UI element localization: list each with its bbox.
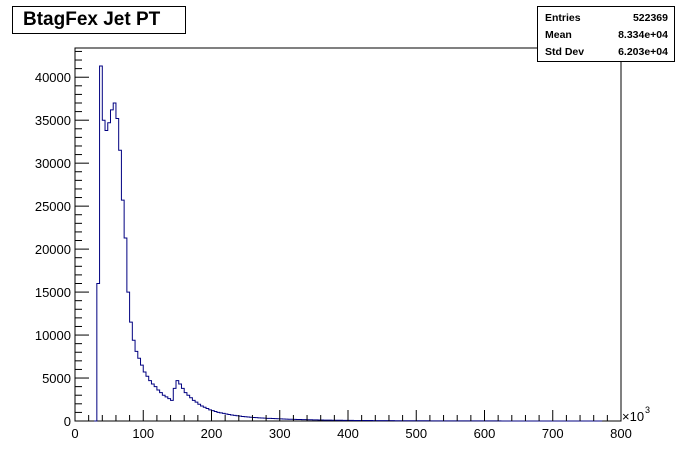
y-tick-label: 10000 [35,328,71,343]
chart-title: BtagFex Jet PT [12,6,186,34]
x-tick-label: 800 [610,426,632,441]
x-tick-label: 700 [542,426,564,441]
y-tick-label: 0 [64,414,71,429]
stats-value: 6.203e+04 [618,46,668,58]
stats-row-mean: Mean 8.334e+04 [545,27,668,43]
x-tick-label: 300 [269,426,291,441]
x-tick-label: 0 [71,426,78,441]
x-tick-label: 100 [132,426,154,441]
y-tick-label: 5000 [42,371,71,386]
y-tick-label: 40000 [35,70,71,85]
x-axis: 0 100 200 300 400 500 600 700 800 [71,410,632,441]
y-tick-label: 15000 [35,285,71,300]
stats-label: Std Dev [545,46,585,58]
x-tick-label: 400 [337,426,359,441]
y-tick-label: 20000 [35,242,71,257]
x-tick-label: 600 [474,426,496,441]
stats-box: Entries 522369 Mean 8.334e+04 Std Dev 6.… [537,6,675,62]
y-tick-label: 25000 [35,199,71,214]
y-axis: 0 5000 10000 15000 20000 25000 30000 35000 40000 [35,50,89,429]
stats-row-std-dev: Std Dev 6.203e+04 [545,44,668,60]
stats-label: Mean [545,29,572,41]
x-tick-label: 200 [201,426,223,441]
y-tick-label: 35000 [35,113,71,128]
stats-row-entries: Entries 522369 [545,10,668,26]
stats-value: 8.334e+04 [618,29,668,41]
stats-value: 522369 [632,12,668,24]
x-axis-multiplier-exponent: 3 [645,405,650,415]
x-tick-label: 500 [405,426,427,441]
x-axis-multiplier: ×10 3 [622,405,650,424]
stats-label: Entries [545,12,581,24]
y-tick-label: 30000 [35,156,71,171]
histogram-series-line [94,65,603,422]
chart-title-text: BtagFex Jet PT [23,9,161,30]
x-axis-multiplier-base: ×10 [622,409,644,424]
plot-frame [74,47,622,422]
histogram-layer [94,65,603,422]
plot-border [74,47,622,422]
